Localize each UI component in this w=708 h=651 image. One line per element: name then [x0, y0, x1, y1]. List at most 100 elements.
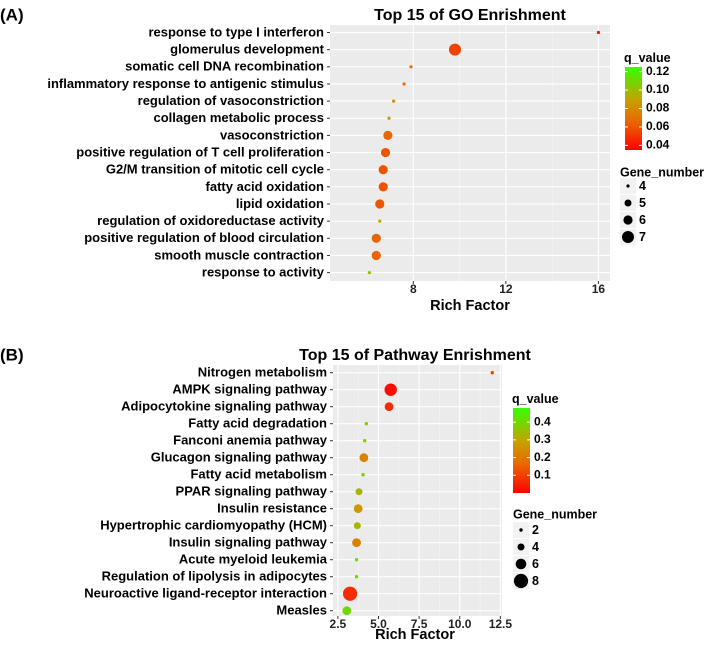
size-legend-title: Gene_number — [620, 165, 704, 179]
colorbar — [513, 408, 530, 493]
size-key-dot — [517, 543, 525, 551]
x-tick-label: 12.5 — [489, 617, 513, 631]
y-category-label: Neuroactive ligand-receptor interaction — [84, 586, 327, 601]
colorbar-label: 0.3 — [534, 432, 551, 446]
colorbar-label: 0.2 — [534, 450, 551, 464]
size-key-label: 6 — [532, 557, 539, 571]
x-axis-title: Rich Factor — [375, 627, 455, 643]
data-point — [409, 65, 413, 69]
size-key-label: 6 — [639, 213, 646, 227]
y-category-label: Fatty acid degradation — [188, 416, 327, 431]
y-category-label: G2/M transition of mitotic cell cycle — [106, 162, 324, 177]
data-point — [375, 199, 385, 209]
data-point — [384, 402, 394, 412]
size-key-dot — [626, 184, 630, 188]
data-point — [353, 504, 363, 514]
panel-label: (B) — [0, 345, 24, 364]
size-key-dot — [513, 573, 529, 589]
x-tick-label: 10.0 — [448, 617, 472, 631]
y-category-label: PPAR signaling pathway — [176, 484, 328, 499]
color-legend-title: q_value — [512, 392, 559, 406]
x-axis-title: Rich Factor — [430, 298, 510, 314]
data-point — [402, 82, 406, 86]
y-category-label: Insulin signaling pathway — [169, 535, 328, 550]
data-point — [448, 43, 461, 56]
y-category-label: glomerulus development — [170, 42, 325, 57]
y-category-label: vasoconstriction — [220, 127, 324, 142]
y-category-label: Hypertrophic cardiomyopathy (HCM) — [100, 518, 327, 533]
x-tick-label: 12 — [499, 282, 513, 296]
size-key-dot — [622, 231, 634, 243]
data-point — [354, 575, 359, 579]
size-key-label: 8 — [532, 574, 539, 588]
y-category-label: Regulation of lipolysis in adipocytes — [102, 569, 327, 584]
data-point — [342, 586, 358, 601]
data-point — [362, 439, 367, 443]
y-category-label: Fatty acid metabolism — [190, 467, 327, 482]
data-point — [384, 383, 397, 396]
size-key-dot — [623, 215, 633, 225]
data-point — [392, 99, 396, 103]
data-point — [596, 30, 601, 35]
size-legend-title: Gene_number — [513, 507, 597, 521]
data-point — [355, 488, 363, 496]
size-key-label: 4 — [532, 540, 539, 554]
data-point — [378, 219, 382, 223]
size-key-dot — [515, 558, 527, 570]
data-point — [380, 147, 391, 158]
data-point — [490, 371, 494, 375]
chart-title: Top 15 of Pathway Enrishment — [299, 347, 531, 364]
x-tick-label: 5.0 — [370, 617, 387, 631]
y-category-label: Glucagon signaling pathway — [151, 450, 328, 465]
data-point — [354, 558, 359, 562]
data-point — [371, 250, 381, 261]
size-key-dot — [624, 199, 632, 207]
y-category-label: AMPK signaling pathway — [172, 382, 327, 397]
data-point — [378, 165, 388, 175]
y-category-label: regulation of oxidoreductase activity — [97, 213, 325, 228]
data-point — [359, 453, 369, 463]
data-point — [367, 271, 371, 275]
y-category-label: positive regulation of blood circulation — [84, 230, 324, 245]
y-category-label: Adipocytokine signaling pathway — [121, 399, 328, 414]
colorbar-label: 0.1 — [534, 467, 551, 481]
chart-title: Top 15 of GO Enrishment — [374, 7, 566, 24]
colorbar-label: 0.04 — [646, 138, 670, 152]
size-key-dot — [519, 528, 523, 532]
data-point — [383, 130, 393, 140]
y-category-label: Fanconi anemia pathway — [173, 433, 328, 448]
size-key-label: 2 — [532, 523, 539, 537]
x-tick-label: 16 — [592, 282, 606, 296]
y-category-label: somatic cell DNA recombination — [125, 59, 324, 74]
data-point — [378, 182, 388, 192]
panel-label: (A) — [0, 5, 24, 24]
colorbar-label: 0.10 — [646, 82, 670, 96]
colorbar-label: 0.06 — [646, 119, 670, 133]
panel-pathway: (B) Top 15 of Pathway Enrishment 2.5 5.0 7.5… — [0, 345, 597, 642]
y-category-label: response to type I interferon — [148, 24, 324, 39]
data-point — [353, 522, 361, 530]
y-category-label: regulation of vasoconstriction — [138, 93, 324, 108]
data-point — [387, 116, 391, 120]
y-category-label: Measles — [276, 603, 327, 618]
color-legend-title: q_value — [624, 51, 671, 65]
colorbar-label: 0.08 — [646, 101, 670, 115]
y-category-label: fatty acid oxidation — [206, 179, 325, 194]
data-point — [364, 422, 369, 426]
x-tick-label: 8 — [410, 282, 417, 296]
y-category-label: response to activity — [202, 265, 325, 280]
size-key-label: 4 — [639, 179, 646, 193]
colorbar-label: 0.4 — [534, 414, 551, 428]
data-point — [361, 473, 365, 477]
size-key-label: 5 — [639, 196, 646, 210]
y-category-label: inflammatory response to antigenic stimu… — [47, 76, 324, 91]
x-tick-label: 2.5 — [330, 617, 347, 631]
y-category-label: Acute myeloid leukemia — [179, 552, 328, 567]
size-key-label: 7 — [639, 230, 646, 244]
data-point — [371, 233, 381, 243]
y-category-label: collagen metabolic process — [153, 110, 324, 125]
data-point — [352, 538, 361, 548]
colorbar-label: 0.12 — [646, 64, 670, 78]
